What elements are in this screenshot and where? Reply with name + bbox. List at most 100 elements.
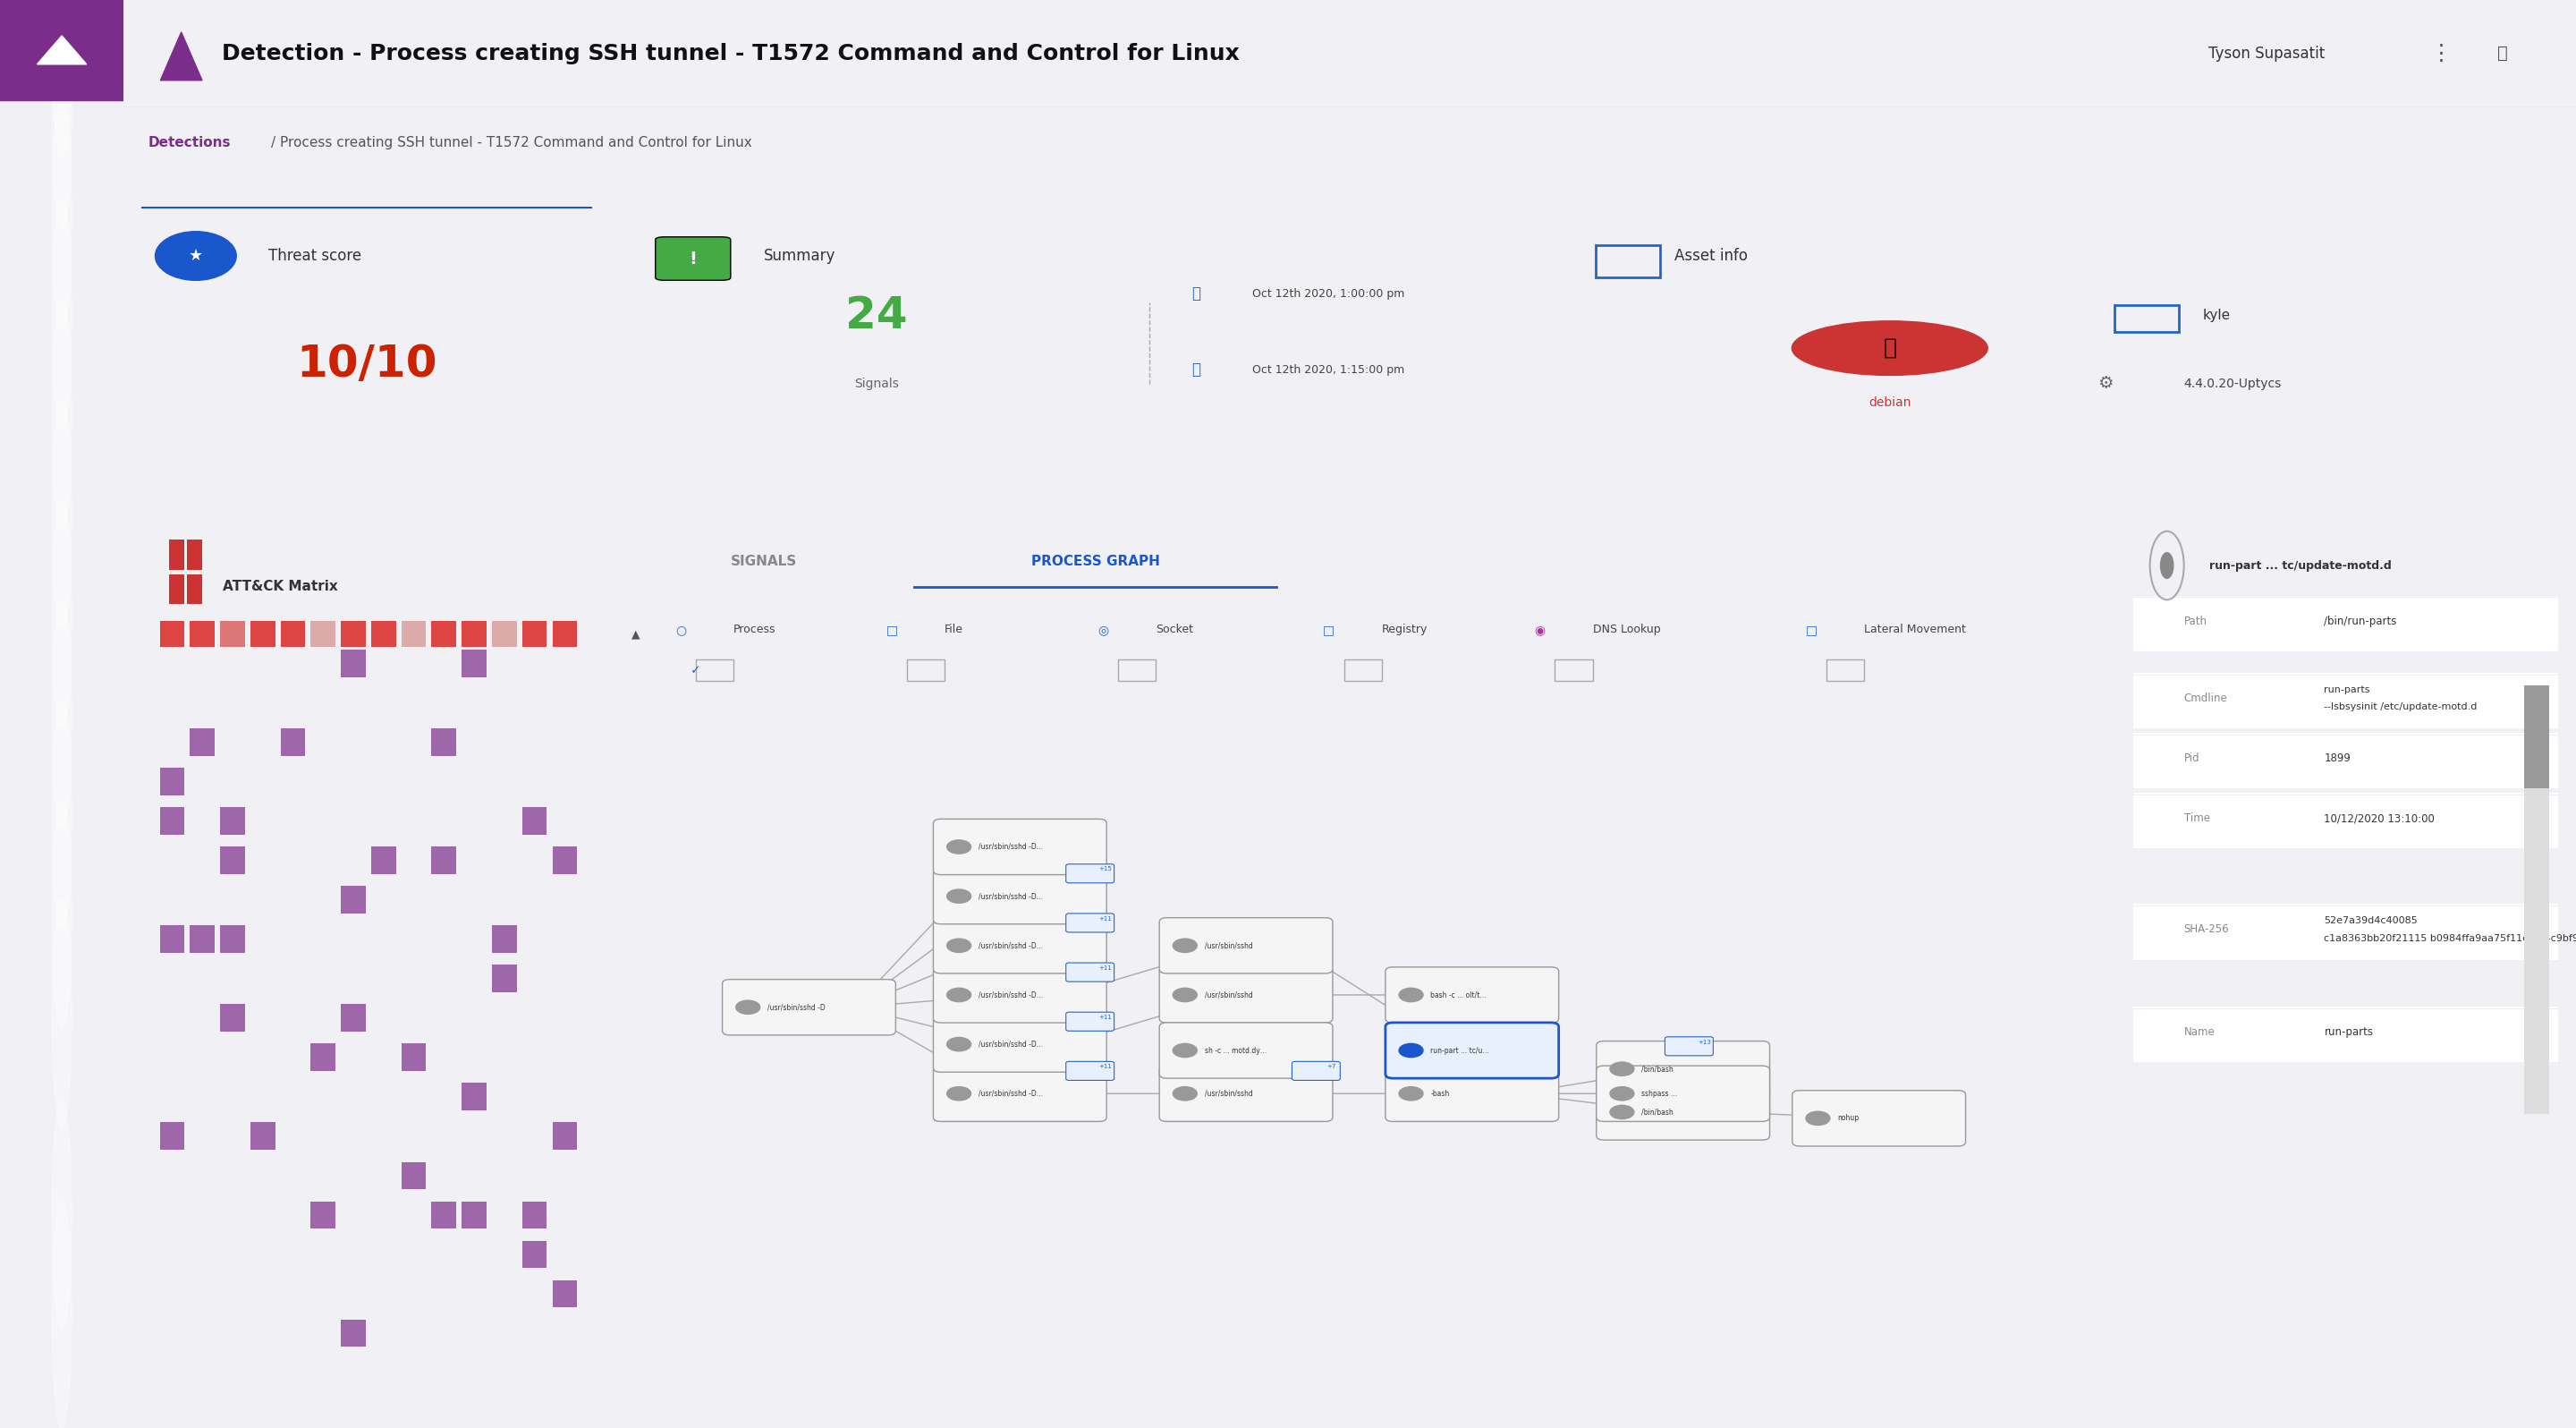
Bar (461, 621, 487, 647)
Text: Lateral Movement: Lateral Movement (1865, 624, 1965, 635)
Circle shape (52, 700, 72, 928)
Bar (160, 768, 185, 795)
Circle shape (52, 0, 72, 157)
Circle shape (52, 900, 72, 1128)
Bar (191, 728, 214, 755)
Circle shape (52, 100, 72, 328)
Text: 24: 24 (845, 294, 907, 337)
Text: c1a8363bb20f21115 b0984ffa9aa75f11e 004c9bf94d3021d: c1a8363bb20f21115 b0984ffa9aa75f11e 004c… (2324, 934, 2576, 942)
Bar (160, 807, 185, 834)
Text: /usr/sbin/sshd -D…: /usr/sbin/sshd -D… (979, 1040, 1043, 1048)
Bar (219, 1004, 245, 1031)
FancyBboxPatch shape (1066, 914, 1115, 932)
Text: ⋮: ⋮ (2429, 43, 2452, 64)
FancyBboxPatch shape (1066, 962, 1115, 981)
Bar (492, 621, 518, 647)
FancyBboxPatch shape (933, 820, 1108, 875)
Text: Name: Name (2184, 1027, 2215, 1038)
Bar (2133, 673, 2558, 728)
Bar (461, 650, 487, 677)
Text: +13: +13 (1698, 1040, 1710, 1045)
Text: /bin/bash: /bin/bash (1641, 1065, 1674, 1072)
Text: nohup: nohup (1837, 1114, 1860, 1122)
Text: +11: +11 (1097, 915, 1113, 921)
Bar (551, 847, 577, 874)
Circle shape (948, 1087, 971, 1101)
Text: kyle: kyle (2202, 308, 2231, 323)
Text: DNS Lookup: DNS Lookup (1592, 624, 1662, 635)
FancyBboxPatch shape (1066, 864, 1115, 883)
Text: Oct 12th 2020, 1:15:00 pm: Oct 12th 2020, 1:15:00 pm (1252, 364, 1404, 376)
Bar (340, 1004, 366, 1031)
Bar (371, 847, 397, 874)
Circle shape (948, 890, 971, 902)
Text: Oct 12th 2020, 1:00:00 pm: Oct 12th 2020, 1:00:00 pm (1252, 288, 1404, 300)
Text: sh -c ... motd.dy…: sh -c ... motd.dy… (1206, 1047, 1267, 1054)
Text: bash -c ... olt/t…: bash -c ... olt/t… (1430, 991, 1486, 1000)
Circle shape (1610, 1105, 1633, 1120)
Bar (340, 621, 366, 647)
FancyBboxPatch shape (1664, 1037, 1713, 1055)
Text: run-parts: run-parts (2324, 685, 2370, 694)
Bar (402, 621, 425, 647)
Text: +11: +11 (1097, 965, 1113, 971)
Circle shape (1806, 1111, 1829, 1125)
Bar (907, 660, 945, 681)
Circle shape (1172, 1044, 1198, 1057)
Bar (1556, 660, 1592, 681)
Bar (492, 965, 518, 992)
Bar (523, 1241, 546, 1268)
Bar (281, 728, 307, 755)
Bar (551, 1122, 577, 1150)
Bar (402, 1044, 425, 1071)
Circle shape (52, 1200, 72, 1428)
Bar (160, 925, 185, 952)
Text: Registry: Registry (1381, 624, 1427, 635)
Bar (191, 621, 214, 647)
FancyBboxPatch shape (1597, 1084, 1770, 1140)
Text: PROCESS GRAPH: PROCESS GRAPH (1030, 554, 1159, 568)
FancyBboxPatch shape (933, 868, 1108, 924)
FancyBboxPatch shape (1386, 967, 1558, 1022)
Bar (461, 1082, 487, 1111)
Circle shape (52, 500, 72, 728)
Text: 52e7a39d4c40085: 52e7a39d4c40085 (2324, 917, 2419, 925)
Text: □: □ (886, 624, 899, 635)
Bar (160, 1122, 185, 1150)
Text: Socket: Socket (1157, 624, 1193, 635)
FancyBboxPatch shape (1793, 1091, 1965, 1147)
Circle shape (52, 1100, 72, 1328)
Text: Signals: Signals (855, 377, 899, 390)
Circle shape (1399, 1044, 1422, 1057)
Text: --lsbsysinit /etc/update-motd.d: --lsbsysinit /etc/update-motd.d (2324, 703, 2478, 711)
Polygon shape (160, 31, 201, 80)
Bar (433, 1201, 456, 1228)
Text: /usr/sbin/sshd -D…: /usr/sbin/sshd -D… (979, 941, 1043, 950)
Bar (160, 621, 185, 647)
Text: /usr/sbin/sshd -D…: /usr/sbin/sshd -D… (979, 991, 1043, 1000)
FancyBboxPatch shape (1159, 918, 1332, 974)
Bar (170, 574, 185, 604)
Text: Time: Time (2184, 813, 2210, 824)
Bar (1118, 660, 1157, 681)
Bar (191, 925, 214, 952)
FancyBboxPatch shape (1159, 967, 1332, 1022)
Text: File: File (945, 624, 963, 635)
Bar (523, 1201, 546, 1228)
Circle shape (52, 400, 72, 628)
Bar (219, 621, 245, 647)
Text: +11: +11 (1097, 1064, 1113, 1070)
Bar (696, 660, 734, 681)
Text: run-part ... tc/update-motd.d: run-part ... tc/update-motd.d (2210, 560, 2391, 571)
Text: SIGNALS: SIGNALS (732, 554, 796, 568)
Bar (250, 1122, 276, 1150)
Text: +11: +11 (1097, 1015, 1113, 1020)
Text: /usr/sbin/sshd: /usr/sbin/sshd (1206, 1090, 1252, 1098)
Bar (2133, 595, 2558, 651)
Circle shape (1172, 938, 1198, 952)
Circle shape (1172, 1087, 1198, 1101)
FancyBboxPatch shape (933, 1017, 1108, 1072)
Bar (551, 621, 577, 647)
Text: run-parts: run-parts (2324, 1027, 2372, 1038)
Text: 10/12/2020 13:10:00: 10/12/2020 13:10:00 (2324, 813, 2434, 824)
